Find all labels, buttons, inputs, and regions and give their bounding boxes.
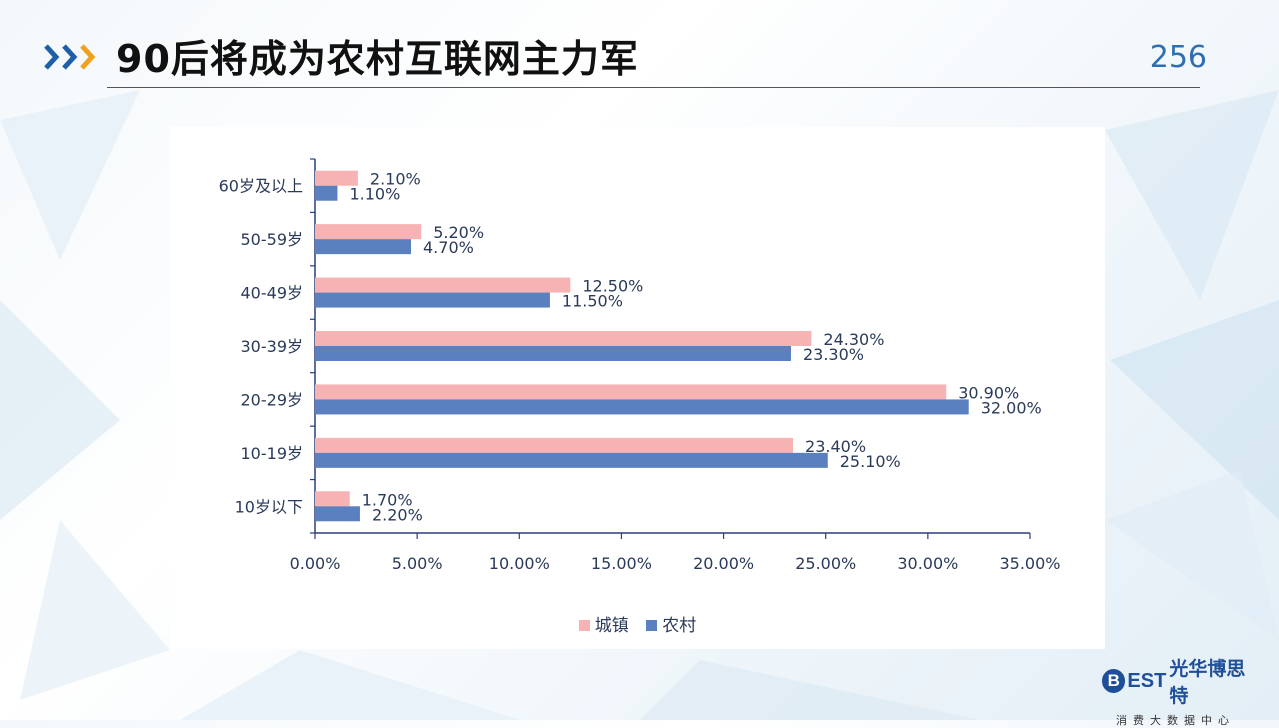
bar-rural	[315, 399, 969, 415]
data-label-urban: 12.50%	[582, 277, 643, 296]
logo-tagline: 消费大数据中心	[1116, 714, 1235, 727]
logo-mark: B	[1102, 669, 1126, 693]
category-label: 40-49岁	[241, 284, 304, 303]
bar-urban	[315, 277, 571, 293]
bar-urban	[315, 331, 812, 346]
page-title: 90后将成为农村互联网主力军	[116, 37, 639, 81]
page-number: 256	[1149, 40, 1207, 75]
brand-logo: B EST 光华博思特 消费大数据中心	[1102, 654, 1262, 727]
category-label: 10岁以下	[235, 497, 303, 516]
logo-brand-cn: 光华博思特	[1169, 658, 1246, 707]
bar-rural	[315, 346, 791, 361]
data-label-urban: 23.40%	[805, 437, 866, 456]
logo-brand-en: EST	[1127, 669, 1167, 692]
bar-rural	[315, 452, 828, 468]
x-tick-label: 25.00%	[795, 554, 856, 573]
bar-urban	[315, 224, 422, 240]
chart-panel: 0.00% 5.00% 10.00% 15.00% 20.00% 25.00% 30.00%…	[170, 127, 1105, 649]
bar-urban	[315, 384, 947, 400]
data-label-urban: 30.90%	[958, 383, 1019, 402]
category-label: 50-59岁	[241, 230, 304, 249]
x-tick-label: 10.00%	[489, 554, 550, 573]
data-label-urban: 5.20%	[433, 223, 484, 242]
category-label: 20-29岁	[241, 390, 304, 409]
title-divider	[107, 87, 1200, 88]
legend-swatch-rural	[646, 620, 658, 631]
data-label-rural: 32.00%	[981, 398, 1042, 417]
bar-urban	[315, 491, 350, 507]
legend-swatch-urban	[578, 620, 590, 631]
category-label: 10-19岁	[241, 444, 304, 463]
bar-rural	[315, 292, 550, 308]
x-tick-label: 20.00%	[693, 554, 754, 573]
legend-label-rural: 农村	[662, 616, 697, 636]
x-tick-label: 35.00%	[999, 554, 1060, 573]
bar-rural	[315, 506, 360, 522]
bar-chart: 0.00% 5.00% 10.00% 15.00% 20.00% 25.00% 30.00%…	[219, 158, 1061, 573]
data-label-urban: 2.10%	[370, 170, 421, 189]
category-label: 30-39岁	[241, 337, 304, 356]
x-tick-label: 30.00%	[897, 554, 958, 573]
chart-legend: 城镇 农村	[170, 611, 1105, 636]
data-label-rural: 25.10%	[840, 452, 901, 471]
data-label-urban: 1.70%	[362, 490, 413, 509]
legend-item-urban: 城镇	[578, 611, 629, 636]
data-label-rural: 1.10%	[349, 185, 400, 204]
bar-rural	[315, 239, 412, 255]
chevrons-icon	[44, 44, 96, 70]
data-label-rural: 4.70%	[423, 238, 474, 257]
bar-urban	[315, 437, 794, 453]
x-tick-label: 0.00%	[290, 554, 341, 573]
data-label-rural: 2.20%	[372, 505, 423, 524]
bar-rural	[315, 185, 338, 201]
data-label-rural: 11.50%	[562, 292, 623, 311]
bar-urban	[315, 170, 358, 186]
x-tick-label: 15.00%	[591, 554, 652, 573]
data-label-urban: 24.30%	[823, 330, 884, 349]
x-tick-label: 5.00%	[392, 554, 443, 573]
legend-item-rural: 农村	[646, 611, 696, 636]
category-label: 60岁及以上	[219, 177, 303, 196]
data-label-rural: 23.30%	[803, 345, 864, 364]
legend-label-urban: 城镇	[594, 616, 629, 636]
